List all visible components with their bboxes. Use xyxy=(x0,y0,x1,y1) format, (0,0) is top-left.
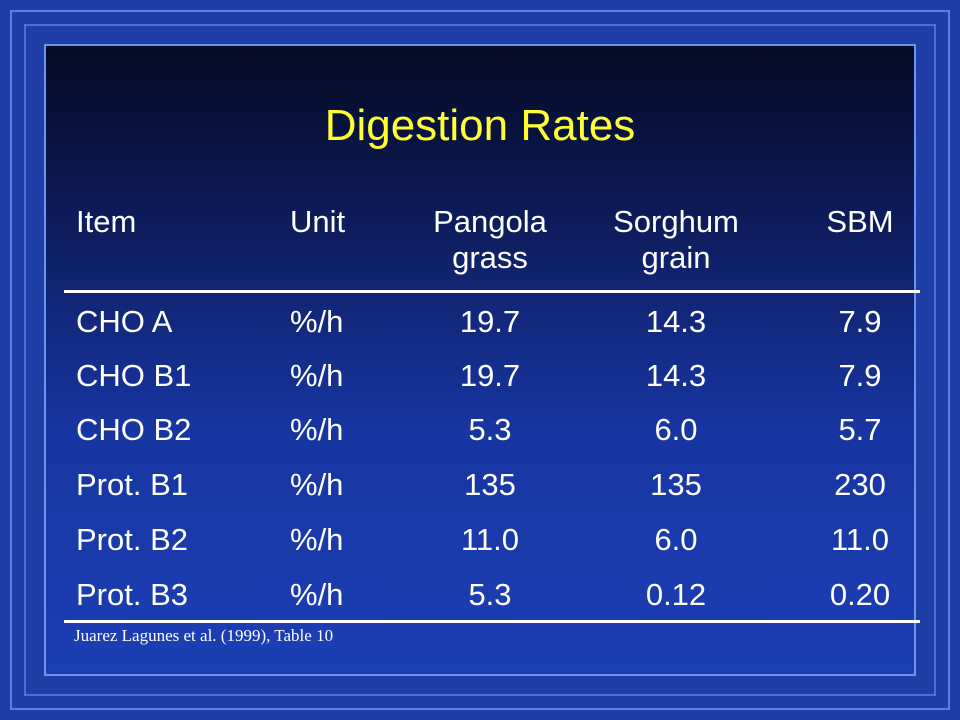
cell-sorghum: 6.0 xyxy=(654,412,698,447)
cell-unit: %/h xyxy=(290,522,344,557)
cell-unit: %/h xyxy=(290,358,344,393)
cell-pangola: 19.7 xyxy=(459,358,521,393)
cell-pangola: 5.3 xyxy=(468,577,512,612)
cell-unit: %/h xyxy=(290,304,344,339)
cell-unit: %/h xyxy=(290,412,344,447)
header-sorghum-line1: Sorghum xyxy=(613,204,739,239)
slide-frame-middle xyxy=(24,24,936,696)
cell-sbm: 7.9 xyxy=(838,304,882,339)
cell-sorghum: 14.3 xyxy=(645,304,707,339)
header-sorghum-line2: grain xyxy=(641,240,711,275)
slide-frame-outer xyxy=(10,10,950,710)
cell-item: CHO A xyxy=(76,304,173,339)
cell-pangola: 19.7 xyxy=(459,304,521,339)
cell-sbm: 11.0 xyxy=(830,522,890,557)
cell-sorghum: 14.3 xyxy=(645,358,707,393)
cell-sorghum: 0.12 xyxy=(645,577,707,612)
source-citation: Juarez Lagunes et al. (1999), Table 10 xyxy=(74,626,334,645)
cell-sorghum: 135 xyxy=(650,467,702,502)
cell-unit: %/h xyxy=(290,577,344,612)
table-bottom-rule xyxy=(64,620,920,623)
cell-sbm: 5.7 xyxy=(838,412,882,447)
header-pangola-line2: grass xyxy=(452,240,528,275)
cell-pangola: 11.0 xyxy=(460,522,520,557)
cell-item: Prot. B2 xyxy=(76,522,188,557)
cell-item: Prot. B1 xyxy=(76,467,188,502)
cell-unit: %/h xyxy=(290,467,344,502)
header-sbm: SBM xyxy=(826,204,894,239)
cell-sorghum: 6.0 xyxy=(654,522,698,557)
header-item: Item xyxy=(76,204,137,239)
cell-item: CHO B1 xyxy=(76,358,192,393)
cell-sbm: 7.9 xyxy=(838,358,882,393)
slide-title: Digestion Rates xyxy=(324,101,636,150)
slide-panel xyxy=(44,44,916,676)
header-pangola: Pangola grass xyxy=(410,204,570,276)
cell-pangola: 135 xyxy=(464,467,516,502)
cell-sbm: 230 xyxy=(834,467,886,502)
cell-pangola: 5.3 xyxy=(468,412,512,447)
table-top-rule xyxy=(64,290,920,293)
cell-item: CHO B2 xyxy=(76,412,192,447)
header-pangola-line1: Pangola xyxy=(433,204,547,239)
header-unit: Unit xyxy=(290,204,346,239)
cell-sbm: 0.20 xyxy=(829,577,891,612)
cell-item: Prot. B3 xyxy=(76,577,188,612)
header-sorghum: Sorghum grain xyxy=(596,204,756,276)
